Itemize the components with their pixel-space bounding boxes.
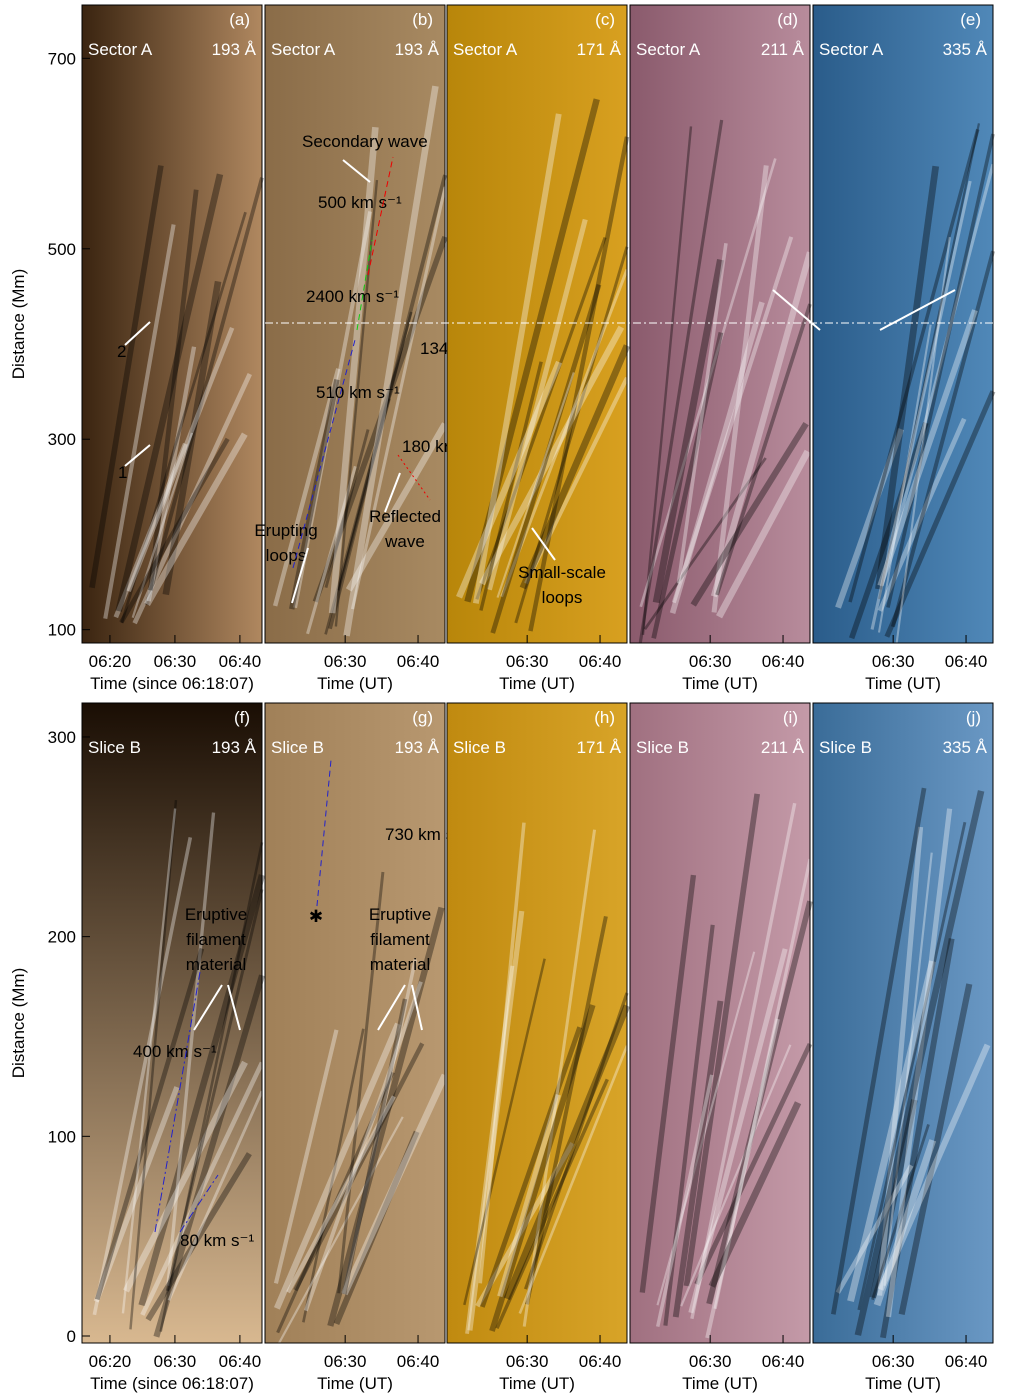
annotation: Small-scale bbox=[518, 563, 606, 582]
annotation: 80 km s⁻¹ bbox=[180, 1231, 254, 1250]
annotation: loops bbox=[266, 546, 307, 565]
panel-label: (a) bbox=[229, 10, 250, 29]
x-axis-label: Time (UT) bbox=[317, 1374, 393, 1393]
x-tick-label: 06:40 bbox=[945, 1352, 988, 1371]
x-tick-label: 06:40 bbox=[219, 652, 262, 671]
panel-label: (f) bbox=[234, 708, 250, 727]
panel-label: (j) bbox=[966, 708, 981, 727]
annotation: material bbox=[370, 955, 430, 974]
x-tick-label: 06:40 bbox=[762, 652, 805, 671]
annotation: Reflected bbox=[369, 507, 441, 526]
slice-label: Sector A bbox=[271, 40, 336, 59]
x-tick-label: 06:20 bbox=[89, 1352, 132, 1371]
slice-label: Sector A bbox=[88, 40, 153, 59]
annotation: material bbox=[186, 955, 246, 974]
y-axis-label: Distance (Mm) bbox=[9, 968, 28, 1079]
x-axis-label: Time (UT) bbox=[865, 1374, 941, 1393]
y-tick-label: 200 bbox=[48, 928, 76, 947]
x-axis-label: Time (UT) bbox=[499, 1374, 575, 1393]
wavelength-label: 335 Å bbox=[943, 738, 988, 757]
panel-label: (h) bbox=[594, 708, 615, 727]
wavelength-label: 211 Å bbox=[761, 738, 805, 757]
x-axis-label: Time (UT) bbox=[317, 674, 393, 693]
x-tick-label: 06:30 bbox=[506, 652, 549, 671]
y-tick-label: 500 bbox=[48, 240, 76, 259]
y-tick-label: 300 bbox=[48, 728, 76, 747]
x-axis-label: Time (UT) bbox=[682, 674, 758, 693]
y-tick-label: 0 bbox=[67, 1327, 76, 1346]
annotation: Secondary wave bbox=[302, 132, 428, 151]
x-tick-label: 06:30 bbox=[689, 652, 732, 671]
marker: ✱ bbox=[309, 907, 323, 926]
slice-label: Slice B bbox=[819, 738, 872, 757]
x-axis-label: Time (since 06:18:07) bbox=[90, 1374, 254, 1393]
x-axis-label: Time (UT) bbox=[865, 674, 941, 693]
wavelength-label: 193 Å bbox=[395, 738, 440, 757]
x-axis-label: Time (since 06:18:07) bbox=[90, 674, 254, 693]
slice-label: Sector A bbox=[636, 40, 701, 59]
x-tick-label: 06:40 bbox=[945, 652, 988, 671]
panel-label: (e) bbox=[960, 10, 981, 29]
slice-label: Slice B bbox=[636, 738, 689, 757]
wavelength-label: 193 Å bbox=[395, 40, 440, 59]
panel-label: (d) bbox=[777, 10, 798, 29]
annotation: Eruptive bbox=[369, 905, 431, 924]
x-tick-label: 06:30 bbox=[324, 652, 367, 671]
wavelength-label: 171 Å bbox=[577, 738, 622, 757]
x-tick-label: 06:30 bbox=[689, 1352, 732, 1371]
wavelength-label: 193 Å bbox=[212, 40, 257, 59]
y-tick-label: 700 bbox=[48, 49, 76, 68]
y-tick-label: 100 bbox=[48, 621, 76, 640]
slice-label: Sector A bbox=[819, 40, 884, 59]
annotation: filament bbox=[370, 930, 430, 949]
x-tick-label: 06:30 bbox=[324, 1352, 367, 1371]
x-tick-label: 06:30 bbox=[154, 1352, 197, 1371]
x-tick-label: 06:40 bbox=[219, 1352, 262, 1371]
slice-label: Slice B bbox=[453, 738, 506, 757]
x-tick-label: 06:40 bbox=[397, 652, 440, 671]
panel-label: (c) bbox=[595, 10, 615, 29]
panel-label: (b) bbox=[412, 10, 433, 29]
annotation: wave bbox=[384, 532, 425, 551]
wavelength-label: 211 Å bbox=[761, 40, 805, 59]
x-axis-label: Time (UT) bbox=[499, 674, 575, 693]
x-axis-label: Time (UT) bbox=[682, 1374, 758, 1393]
annotation: 400 km s⁻¹ bbox=[133, 1042, 217, 1061]
slice-label: Slice B bbox=[88, 738, 141, 757]
annotation: 2400 km s⁻¹ bbox=[306, 287, 399, 306]
wavelength-label: 171 Å bbox=[577, 40, 622, 59]
y-tick-label: 300 bbox=[48, 430, 76, 449]
y-tick-label: 100 bbox=[48, 1127, 76, 1146]
annotation: loops bbox=[542, 588, 583, 607]
slice-label: Sector A bbox=[453, 40, 518, 59]
x-tick-label: 06:40 bbox=[579, 1352, 622, 1371]
annotation: filament bbox=[186, 930, 246, 949]
panel-label: (i) bbox=[783, 708, 798, 727]
annotation: Eruptive bbox=[185, 905, 247, 924]
x-tick-label: 06:40 bbox=[579, 652, 622, 671]
x-tick-label: 06:30 bbox=[872, 1352, 915, 1371]
panel-label: (g) bbox=[412, 708, 433, 727]
wavelength-label: 335 Å bbox=[943, 40, 988, 59]
annotation: Erupting bbox=[254, 521, 317, 540]
x-tick-label: 06:20 bbox=[89, 652, 132, 671]
wavelength-label: 193 Å bbox=[212, 738, 257, 757]
y-axis-label: Distance (Mm) bbox=[9, 269, 28, 380]
slice-label: Slice B bbox=[271, 738, 324, 757]
x-tick-label: 06:40 bbox=[762, 1352, 805, 1371]
x-tick-label: 06:30 bbox=[506, 1352, 549, 1371]
x-tick-label: 06:30 bbox=[872, 652, 915, 671]
x-tick-label: 06:40 bbox=[397, 1352, 440, 1371]
annotation: 510 km s⁻¹ bbox=[316, 383, 400, 402]
annotation: 500 km s⁻¹ bbox=[318, 193, 402, 212]
figure: (a) Sector A 193 Å 06:20 06:30 06:40 Time (sin… bbox=[0, 0, 1012, 1400]
x-tick-label: 06:30 bbox=[154, 652, 197, 671]
